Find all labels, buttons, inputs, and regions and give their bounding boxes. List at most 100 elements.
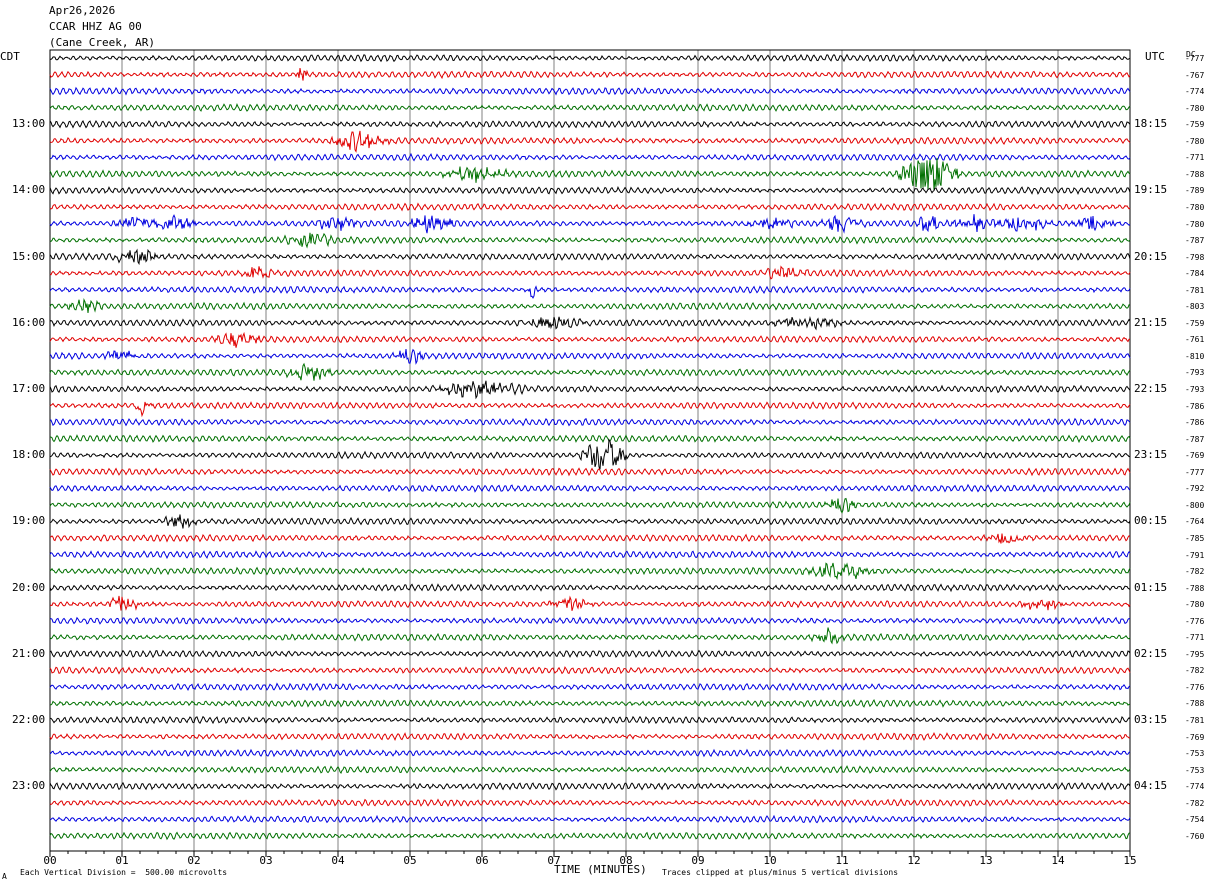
left-hour-label: 19:00 <box>12 514 46 528</box>
dc-offset-value: -780 <box>1185 103 1205 113</box>
dc-offset-value: -782 <box>1185 567 1205 577</box>
left-hour-label: 21:00 <box>12 646 46 660</box>
left-hour-label: 13:00 <box>12 117 46 131</box>
dc-offset-value: -786 <box>1185 418 1205 428</box>
dc-title: DC <box>1186 50 1196 59</box>
x-tick-label: 05 <box>403 854 416 867</box>
left-hour-label: 20:00 <box>12 580 46 594</box>
dc-offset-value: -774 <box>1185 782 1205 792</box>
seismic-traces <box>49 53 1131 841</box>
dc-offset-value: -759 <box>1185 120 1205 130</box>
trace-line <box>49 550 1131 560</box>
dc-offset-value: -792 <box>1185 484 1205 494</box>
trace-line <box>50 715 1131 725</box>
trace-line <box>49 248 1131 266</box>
x-tick-label: 04 <box>331 854 345 867</box>
trace-line <box>49 434 1131 444</box>
trace-line <box>49 831 1131 841</box>
trace-line <box>49 583 1131 593</box>
trace-line <box>49 533 1131 544</box>
dc-offset-value: -798 <box>1185 252 1205 262</box>
left-hour-label: 14:00 <box>12 183 46 197</box>
x-tick-label: 11 <box>835 854 848 867</box>
right-hour-label: 02:15 <box>1134 646 1168 660</box>
trace-line <box>49 265 1131 280</box>
trace-line <box>49 232 1131 249</box>
right-axis-title: UTC <box>1145 50 1165 63</box>
trace-line <box>49 595 1131 611</box>
dc-offset-value: -810 <box>1185 351 1205 361</box>
dc-offset-value: -787 <box>1185 236 1205 246</box>
dc-offset-value: -789 <box>1185 186 1205 196</box>
right-hour-label: 01:15 <box>1134 580 1168 594</box>
trace-line <box>49 214 1131 234</box>
dc-offset-value: -788 <box>1185 583 1205 593</box>
dc-offset-value: -785 <box>1185 533 1205 543</box>
dc-offset-value: -780 <box>1185 600 1205 610</box>
dc-offset-value: -793 <box>1185 385 1205 394</box>
x-tick-label: 14 <box>1051 854 1065 867</box>
dc-offset-value: -780 <box>1185 202 1205 212</box>
trace-line <box>49 202 1131 212</box>
trace-line <box>49 562 1131 581</box>
left-hour-label: 22:00 <box>12 713 46 726</box>
x-tick-label: 09 <box>691 854 704 867</box>
left-hour-label: 17:00 <box>12 382 46 395</box>
x-axis-label: TIME (MINUTES) <box>554 863 647 876</box>
dc-offset-value: -776 <box>1185 616 1205 626</box>
station-location: (Cane Creek, AR) <box>49 36 155 49</box>
trace-line <box>49 348 1131 365</box>
trace-line <box>49 497 1131 514</box>
dc-offset-value: -786 <box>1185 401 1205 411</box>
dc-offset-value: -774 <box>1185 87 1205 97</box>
grid-lines <box>49 49 1131 852</box>
x-tick-label: 13 <box>979 854 992 867</box>
trace-line <box>49 86 1131 96</box>
dc-offset-value: -781 <box>1185 716 1205 725</box>
trace-line <box>49 814 1131 824</box>
dc-offset-value: -753 <box>1185 765 1205 775</box>
dc-offset-value: -759 <box>1185 318 1205 328</box>
trace-line <box>49 732 1131 741</box>
trace-line <box>49 103 1131 112</box>
trace-line <box>49 362 1131 381</box>
x-tick-label: 15 <box>1123 854 1136 867</box>
corner-mark: A <box>2 872 7 881</box>
trace-line <box>49 130 1131 153</box>
dc-offset-value: -788 <box>1185 699 1205 709</box>
trace-line <box>49 798 1131 808</box>
trace-line <box>49 331 1130 348</box>
dc-offset-value: -753 <box>1185 749 1205 759</box>
dc-offset-value: -781 <box>1185 285 1205 295</box>
dc-offset-value: -780 <box>1185 136 1205 146</box>
left-hour-label: 23:00 <box>12 779 46 793</box>
dc-offset-value: -777 <box>1185 54 1205 63</box>
x-tick-label: 07 <box>547 854 560 867</box>
trace-line <box>49 649 1131 659</box>
trace-line <box>49 417 1131 427</box>
dc-offset-value: -795 <box>1185 649 1205 659</box>
dc-offset-value: -800 <box>1185 500 1205 510</box>
dc-offset-value: -761 <box>1185 335 1205 345</box>
right-hour-label: 21:15 <box>1134 315 1168 329</box>
dc-offset-value: -803 <box>1185 302 1205 312</box>
dc-offset-value: -787 <box>1185 434 1205 444</box>
right-hour-label: 23:15 <box>1134 448 1168 462</box>
dc-offset-value: -780 <box>1185 219 1205 229</box>
dc-offset-value: -777 <box>1185 467 1205 477</box>
right-hour-label: 00:15 <box>1134 514 1168 528</box>
x-tick-label: 01 <box>115 854 128 867</box>
trace-line <box>49 682 1131 692</box>
trace-line <box>49 781 1131 791</box>
left-hour-label: 15:00 <box>12 249 46 263</box>
dc-offset-value: -782 <box>1185 666 1205 676</box>
trace-line <box>49 748 1131 758</box>
left-axis-title: CDT <box>0 50 20 63</box>
x-axis-ticks: 00 01 02 03 04 05 06 07 08 09 10 11 12 13 14 15 <box>43 851 1137 867</box>
x-tick-label: 00 <box>43 854 56 867</box>
trace-line <box>49 438 1131 470</box>
trace-line <box>49 298 1131 314</box>
right-hour-label: 19:15 <box>1134 183 1168 197</box>
right-hour-label: 22:15 <box>1134 382 1168 395</box>
